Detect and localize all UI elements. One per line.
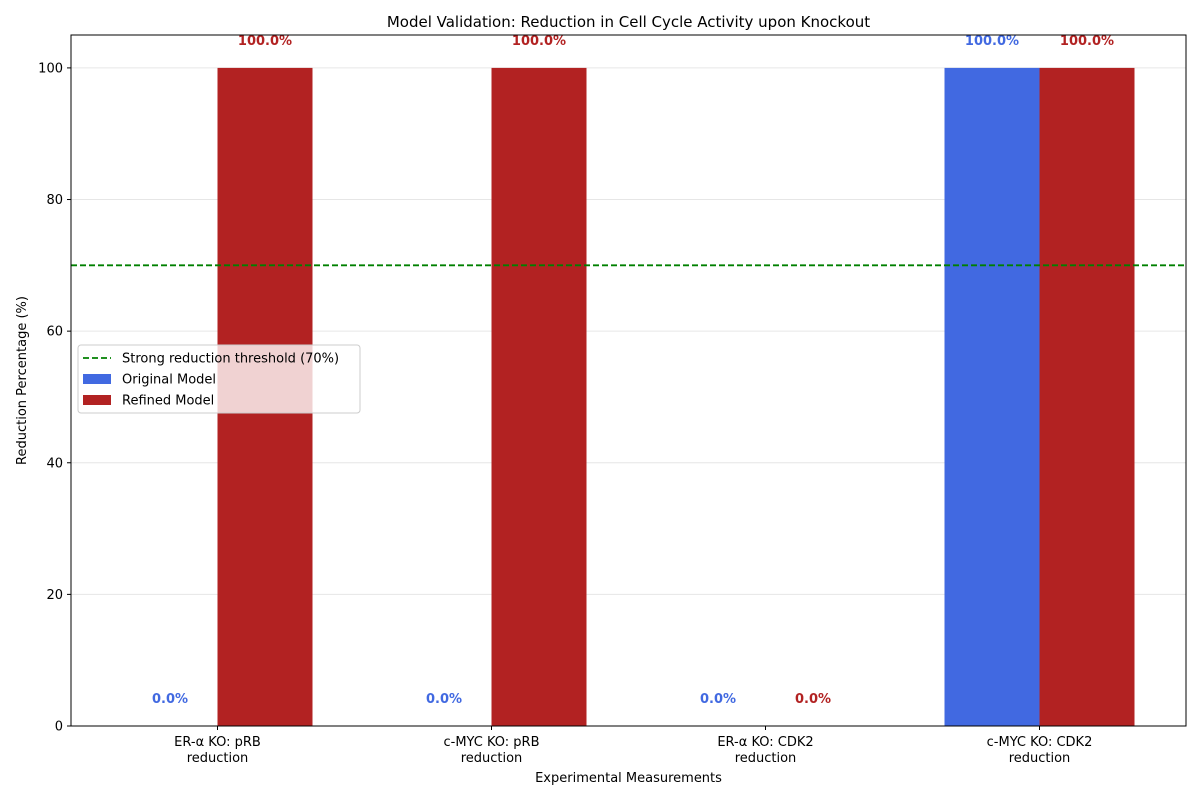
plot-frame <box>70 34 1187 727</box>
bar <box>1039 67 1135 726</box>
chart-title: Model Validation: Reduction in Cell Cycl… <box>387 13 870 31</box>
data-labels: 0.0% 0.0% 0.0% 100.0% 100.0% 100.0% 0.0% 100.0% <box>152 34 1114 707</box>
y-axis-title: Reduction Percentage (%) <box>15 296 30 465</box>
data-label: 0.0% <box>795 692 831 707</box>
y-tick-label: 60 <box>46 325 63 340</box>
legend-box <box>77 344 361 414</box>
legend-label: Original Model <box>122 373 216 388</box>
data-label: 100.0% <box>1060 34 1114 49</box>
x-tick-label: ER-α KO: pRB <box>174 735 261 750</box>
y-tick-label: 40 <box>46 456 63 471</box>
legend-label: Refined Model <box>122 394 214 409</box>
data-label: 0.0% <box>152 692 188 707</box>
data-label: 0.0% <box>426 692 462 707</box>
bar <box>491 67 587 726</box>
y-axis-ticks: 0 20 40 60 80 100 <box>38 61 71 735</box>
data-label: 0.0% <box>700 692 736 707</box>
x-tick-label: reduction <box>461 751 523 766</box>
legend-swatch <box>83 395 111 405</box>
y-tick-label: 100 <box>38 61 63 76</box>
bars <box>217 67 1135 726</box>
legend: Strong reduction threshold (70%) Original… <box>77 344 361 414</box>
x-tick-label: reduction <box>735 751 797 766</box>
x-tick-label: c-MYC KO: pRB <box>443 735 539 750</box>
y-tick-label: 0 <box>55 720 63 735</box>
data-label: 100.0% <box>238 34 292 49</box>
bar <box>944 67 1040 726</box>
y-tick-label: 20 <box>46 588 63 603</box>
x-tick-label: reduction <box>187 751 249 766</box>
x-tick-label: ER-α KO: CDK2 <box>717 735 813 750</box>
legend-label-threshold: Strong reduction threshold (70%) <box>122 352 339 367</box>
data-label: 100.0% <box>965 34 1019 49</box>
y-tick-label: 80 <box>46 193 63 208</box>
x-tick-label: c-MYC KO: CDK2 <box>987 735 1093 750</box>
data-label: 100.0% <box>512 34 566 49</box>
x-tick-label: reduction <box>1009 751 1071 766</box>
legend-swatch <box>83 374 111 384</box>
x-axis-title: Experimental Measurements <box>535 771 722 786</box>
